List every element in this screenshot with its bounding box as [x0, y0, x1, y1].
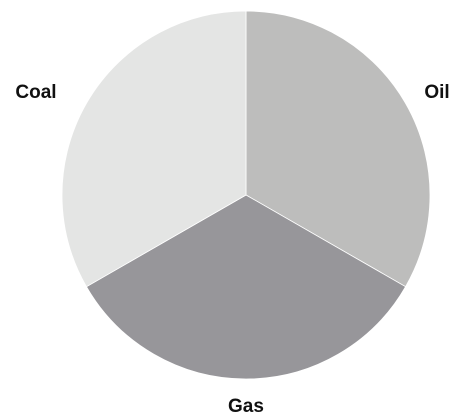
slice-label-coal: Coal — [15, 82, 56, 103]
slice-label-gas: Gas — [228, 396, 264, 417]
pie-slice-coal — [61, 10, 247, 288]
slice-label-oil: Oil — [424, 82, 449, 103]
pie-slice-oil — [245, 10, 431, 288]
